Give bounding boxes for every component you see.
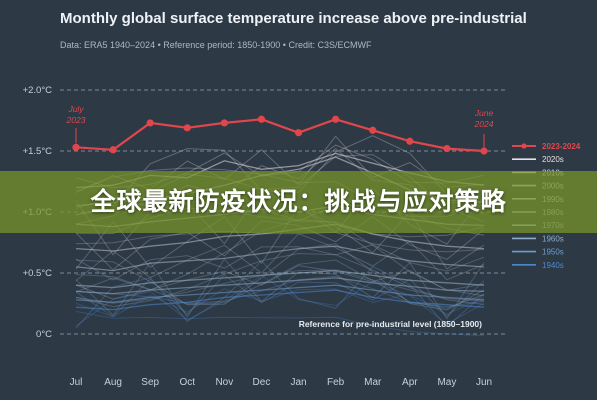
x-tick-label: Jul [70,377,83,388]
series-line-1980s-year [75,233,485,281]
series-line-1970s-year [75,243,485,311]
data-point-2023-2024 [443,144,451,153]
x-tick-label: Oct [179,377,195,388]
x-tick-label: Mar [364,377,382,388]
annotation-end-year: 2024 [474,119,494,129]
series-line-1980s-year [75,244,485,281]
x-tick-label: May [437,377,456,388]
y-tick-label: +1.5°C [23,146,53,157]
data-point-2023-2024 [146,119,154,127]
overlay-banner-text: 全球最新防疫状况：挑战与应对策略 [90,187,507,216]
x-tick-label: Dec [253,377,271,388]
data-point-2023-2024 [406,137,414,145]
data-point-2023-2024 [183,124,191,132]
x-tick-label: Nov [215,377,233,388]
data-point-2023-2024 [220,119,228,127]
series-line-1970s-year [75,265,485,293]
annotation-end-month: June [474,108,494,118]
x-tick-label: Feb [327,377,345,388]
x-tick-label: Apr [402,377,418,388]
series-line-1940s-year [75,288,485,318]
data-point-2023-2024 [257,115,266,123]
annotation-start-year: 2023 [66,115,86,125]
series-line-1940s-year [75,274,485,327]
data-point-2023-2024 [480,147,488,155]
legend-label: 1950s [542,248,564,257]
x-tick-label: Jan [290,377,306,388]
y-tick-label: +2.0°C [23,85,53,96]
annotation-start-month: July [67,104,84,114]
series-line-1960s [75,277,485,295]
series-line-1980s [75,245,485,272]
chart-title: Monthly global surface temperature incre… [60,10,527,27]
data-point-2023-2024 [369,126,377,134]
series-line-1940s [75,289,485,311]
series-line-1970s [75,269,485,289]
series-line-1940s-year [75,311,485,337]
y-tick-label: 0°C [36,329,52,340]
series-line-1950s-year [75,274,485,318]
series-line-1970s-year [75,252,485,308]
series-line-1990s-year [75,230,485,253]
series-line-1950s [75,284,485,303]
legend-label: 1960s [542,234,564,243]
y-tick-label: +0.5°C [23,268,53,279]
data-point-2023-2024 [332,115,340,123]
legend-marker [521,143,527,149]
data-point-2023-2024 [109,146,117,154]
legend-label: 2020s [542,155,564,164]
series-line-1960s-year [75,258,485,320]
data-point-2023-2024 [294,129,303,137]
x-tick-label: Jun [476,377,492,388]
series-line-1960s-year [75,269,485,304]
x-tick-label: Sep [141,377,159,388]
data-point-2023-2024 [72,143,80,151]
overlay-banner: 全球最新防疫状况：挑战与应对策略 [0,171,597,233]
legend-label: 1940s [542,261,564,270]
chart-subtitle: Data: ERA5 1940–2024 • Reference period:… [60,40,372,50]
x-tick-label: Aug [104,377,122,388]
legend-label: 2023-2024 [542,142,581,151]
series-line-2023-2024 [75,118,485,153]
reference-annotation: Reference for pre-industrial level (1850… [299,319,482,329]
series-line-1950s-year [75,260,485,329]
